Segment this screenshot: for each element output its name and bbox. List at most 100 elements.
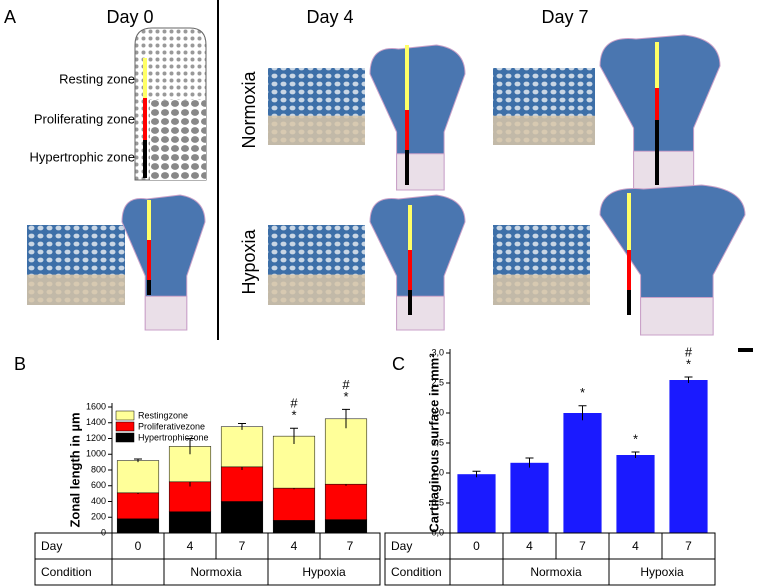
legend-label: Restingzone — [138, 410, 188, 420]
error-bar — [290, 427, 298, 445]
error-bar — [525, 457, 534, 468]
significance-mark: # — [290, 396, 298, 411]
y-axis-label: Zonal length in µm — [67, 412, 82, 527]
zone-label: Hypertrophic zone — [30, 149, 136, 164]
bar-segment — [324, 483, 368, 520]
legend-swatch — [115, 421, 135, 432]
error-bar — [631, 451, 640, 458]
bar-segment — [272, 435, 316, 489]
bar-segment — [168, 481, 212, 512]
condition-label: Hypoxia — [239, 228, 259, 294]
day-label: Day 7 — [541, 7, 588, 27]
condition-label: Normoxia — [239, 71, 259, 149]
bar-segment — [220, 501, 264, 534]
bar-segment — [116, 460, 160, 494]
zone-label: Resting zone — [59, 71, 135, 86]
zone-marker — [627, 193, 631, 250]
zone-marker — [408, 205, 412, 250]
x-tick-label: 7 — [579, 539, 586, 553]
bone-shaft — [396, 295, 445, 331]
y-tick-label: 1,5 — [431, 437, 444, 447]
bone-region — [493, 274, 590, 305]
y-tick-label: 1,0 — [431, 467, 444, 477]
group-label: Normoxia — [190, 565, 242, 579]
legend-swatch — [115, 432, 135, 443]
significance-mark: * — [580, 385, 585, 400]
significance-mark: # — [342, 377, 350, 392]
error-bar — [684, 376, 693, 383]
panel-label: B — [14, 354, 26, 374]
y-tick-label: 1600 — [86, 401, 106, 411]
row-label: Condition — [41, 565, 92, 579]
day-label: Day 4 — [306, 7, 353, 27]
zone-marker — [405, 110, 409, 150]
error-bar — [472, 470, 481, 478]
group-label: Hypoxia — [640, 565, 684, 579]
day-label: Day 0 — [106, 7, 153, 27]
bar-segment — [168, 511, 212, 534]
y-tick-label: 2,0 — [431, 407, 444, 417]
legend-label: Hypertrophiczone — [138, 432, 209, 442]
panel-label: A — [4, 7, 16, 27]
x-tick-label: 4 — [632, 539, 639, 553]
x-tick-label: 7 — [239, 539, 246, 553]
y-tick-label: 600 — [91, 480, 106, 490]
x-tick-label: 4 — [526, 539, 533, 553]
y-tick-label: 0,5 — [431, 497, 444, 507]
bar — [616, 455, 655, 533]
bar-segment — [272, 487, 316, 521]
bar-segment — [220, 466, 264, 502]
group-label: Hypoxia — [302, 565, 346, 579]
bar — [510, 462, 549, 533]
y-tick-label: 200 — [91, 512, 106, 522]
zone-marker — [408, 290, 412, 315]
bar-segment — [116, 518, 160, 534]
y-tick-label: 1200 — [86, 433, 106, 443]
bone-region — [27, 274, 125, 305]
bar-segment — [116, 492, 160, 520]
y-axis-label: Cartilaginous surface in mm² — [426, 353, 441, 533]
bar-segment — [220, 426, 264, 468]
panel-label: C — [392, 354, 405, 374]
x-tick-label: 0 — [473, 539, 480, 553]
bone-region — [268, 115, 365, 145]
bone-shaft — [633, 150, 695, 191]
bone-shaft — [144, 295, 188, 331]
error-bar — [134, 458, 142, 463]
bar — [563, 413, 602, 533]
y-tick-label: 2,5 — [431, 377, 444, 387]
significance-mark: * — [343, 389, 348, 404]
legend-swatch — [115, 410, 135, 421]
zone-marker — [627, 250, 631, 290]
x-tick-label: 7 — [347, 539, 354, 553]
bar — [669, 380, 708, 533]
y-tick-label: 0,0 — [431, 527, 444, 537]
error-bar — [238, 423, 246, 430]
row-label: Day — [41, 539, 62, 553]
y-tick-label: 3,0 — [431, 347, 444, 357]
zone-marker — [627, 290, 631, 315]
zone-marker — [405, 150, 409, 185]
row-label: Day — [391, 539, 412, 553]
significance-mark: * — [239, 513, 244, 528]
bar-segment — [324, 418, 368, 485]
significance-mark: * — [291, 408, 296, 423]
y-tick-label: 800 — [91, 464, 106, 474]
bar — [457, 474, 496, 533]
x-tick-label: 0 — [135, 539, 142, 553]
x-tick-label: 4 — [291, 539, 298, 553]
schematic — [134, 27, 207, 181]
zone-marker — [655, 88, 659, 120]
bone-shaft — [396, 153, 445, 191]
bar-segment — [272, 520, 316, 534]
significance-mark: * — [633, 431, 638, 446]
error-bar — [578, 405, 587, 421]
zone-marker — [408, 250, 412, 290]
significance-mark: # — [685, 344, 693, 359]
error-bar — [342, 408, 350, 429]
y-tick-label: 0 — [101, 527, 106, 537]
y-tick-label: 400 — [91, 496, 106, 506]
histology-images — [27, 34, 746, 336]
x-tick-label: 4 — [187, 539, 194, 553]
scale-bar — [738, 348, 753, 352]
